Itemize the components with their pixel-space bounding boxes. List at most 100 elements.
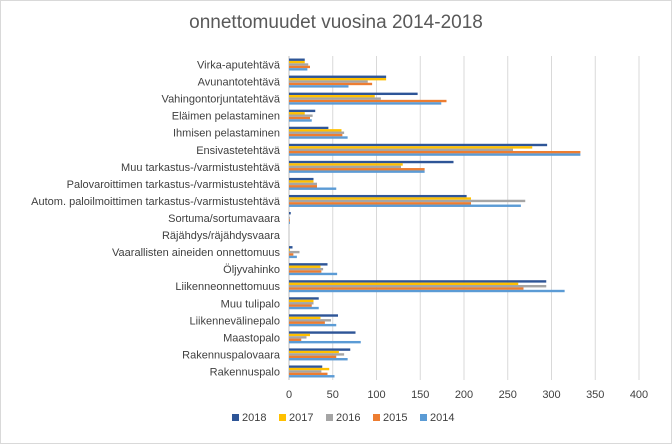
- bar-2018: [289, 58, 305, 61]
- bar-2017: [289, 163, 403, 166]
- category-label: Muu tarkastus-/varmistustehtävä: [121, 162, 281, 174]
- legend-swatch: [279, 414, 286, 421]
- bar-2014: [289, 170, 425, 173]
- category-label: Autom. paloilmoittimen tarkastus-/varmis…: [31, 196, 281, 208]
- legend-label: 2018: [242, 412, 266, 424]
- category-label: Rakennuspalo: [210, 366, 280, 378]
- bar-2017: [289, 112, 305, 115]
- bar-2014: [289, 289, 565, 293]
- bar-2014: [289, 306, 319, 310]
- bar-2014: [289, 68, 308, 71]
- x-tick-label: 250: [499, 389, 517, 401]
- bar-2015: [289, 133, 343, 137]
- bar-2014: [289, 85, 349, 88]
- bar-2017: [289, 333, 310, 337]
- bar-2018: [289, 194, 467, 198]
- category-label: Eläimen pelastaminen: [172, 111, 280, 123]
- bar-2014: [289, 102, 442, 105]
- category-label: Liikennevälinepalo: [189, 315, 280, 327]
- bar-2017: [289, 350, 339, 354]
- category-label: Räjähdys/räjähdysvaara: [162, 230, 281, 242]
- bar-2016: [289, 302, 314, 305]
- bar-2016: [289, 97, 381, 100]
- bar-2018: [289, 348, 351, 351]
- bar-2016: [289, 63, 309, 66]
- bar-2016: [289, 114, 313, 117]
- bar-2018: [289, 297, 319, 300]
- bar-2015: [289, 65, 310, 69]
- bar-2015: [289, 82, 373, 86]
- bar-2017: [289, 95, 375, 98]
- bar-2014: [289, 153, 581, 156]
- bar-2015: [289, 304, 312, 307]
- bar-2017: [289, 129, 342, 132]
- category-label: Palovaroittimen tarkastus-/varmistusteht…: [67, 179, 281, 191]
- bar-2018: [289, 92, 418, 96]
- bar-2017: [289, 180, 314, 183]
- legend-swatch: [232, 414, 239, 421]
- bar-2014: [289, 358, 348, 361]
- bar-2018: [289, 75, 387, 78]
- bar-2016: [289, 370, 322, 373]
- bar-2016: [289, 285, 547, 288]
- bar-2016: [289, 267, 324, 271]
- chart-title: onnettomuudet vuosina 2014-2018: [189, 12, 483, 33]
- category-label: Virka-aputehtävä: [197, 60, 281, 72]
- legend-label: 2015: [383, 412, 407, 424]
- bar-2016: [289, 319, 331, 322]
- bar-2014: [289, 375, 335, 378]
- category-label: Vaarallisten aineiden onnettomuus: [112, 247, 280, 259]
- x-tick-label: 200: [455, 389, 473, 401]
- bar-2015: [289, 185, 317, 188]
- bar-2014: [289, 221, 290, 224]
- bar-2016: [289, 148, 513, 151]
- bar-2016: [289, 336, 307, 339]
- legend-swatch: [420, 414, 427, 421]
- bar-2018: [289, 126, 329, 130]
- x-tick-label: 300: [542, 389, 560, 401]
- category-label: Maastopalo: [223, 332, 280, 344]
- bar-2018: [289, 160, 454, 164]
- legend-label: 2017: [289, 412, 313, 424]
- bar-2014: [289, 187, 337, 190]
- bar-2014: [289, 255, 297, 259]
- x-tick-label: 100: [367, 389, 385, 401]
- x-tick-label: 0: [286, 389, 292, 401]
- x-tick-label: 50: [327, 389, 339, 401]
- category-label: Liikenneonnettomuus: [175, 281, 280, 293]
- category-label: Ensivastetehtävä: [196, 145, 281, 157]
- bar-2015: [289, 372, 328, 376]
- bar-2014: [289, 204, 521, 207]
- bar-2016: [289, 165, 401, 169]
- category-label: Avunantotehtävä: [198, 77, 281, 89]
- bar-2017: [289, 60, 305, 64]
- bar-2018: [289, 365, 323, 368]
- bar-2018: [289, 143, 548, 147]
- bar-2015: [289, 168, 425, 171]
- bar-2017: [289, 265, 321, 268]
- bar-2018: [289, 331, 356, 334]
- bar-2017: [289, 367, 330, 371]
- bar-2016: [289, 80, 368, 83]
- bar-2014: [289, 136, 348, 139]
- x-tick-label: 350: [586, 389, 604, 401]
- bar-2018: [289, 314, 338, 317]
- bar-2015: [289, 338, 302, 341]
- legend-swatch: [373, 414, 380, 421]
- category-label: Sortuma/sortumavaara: [168, 213, 281, 225]
- bar-2014: [289, 340, 361, 344]
- bar-2017: [289, 197, 471, 200]
- bar-2018: [289, 109, 316, 113]
- bar-2018: [289, 177, 314, 181]
- bar-2016: [289, 250, 300, 254]
- x-tick-label: 150: [411, 389, 429, 401]
- bar-2015: [289, 287, 524, 290]
- bar-2015: [289, 321, 325, 324]
- bar-2017: [289, 316, 321, 320]
- bar-2016: [289, 182, 317, 186]
- bar-2017: [289, 248, 290, 251]
- legend-label: 2014: [430, 412, 454, 424]
- bar-2015: [289, 355, 337, 359]
- bar-2014: [289, 272, 338, 276]
